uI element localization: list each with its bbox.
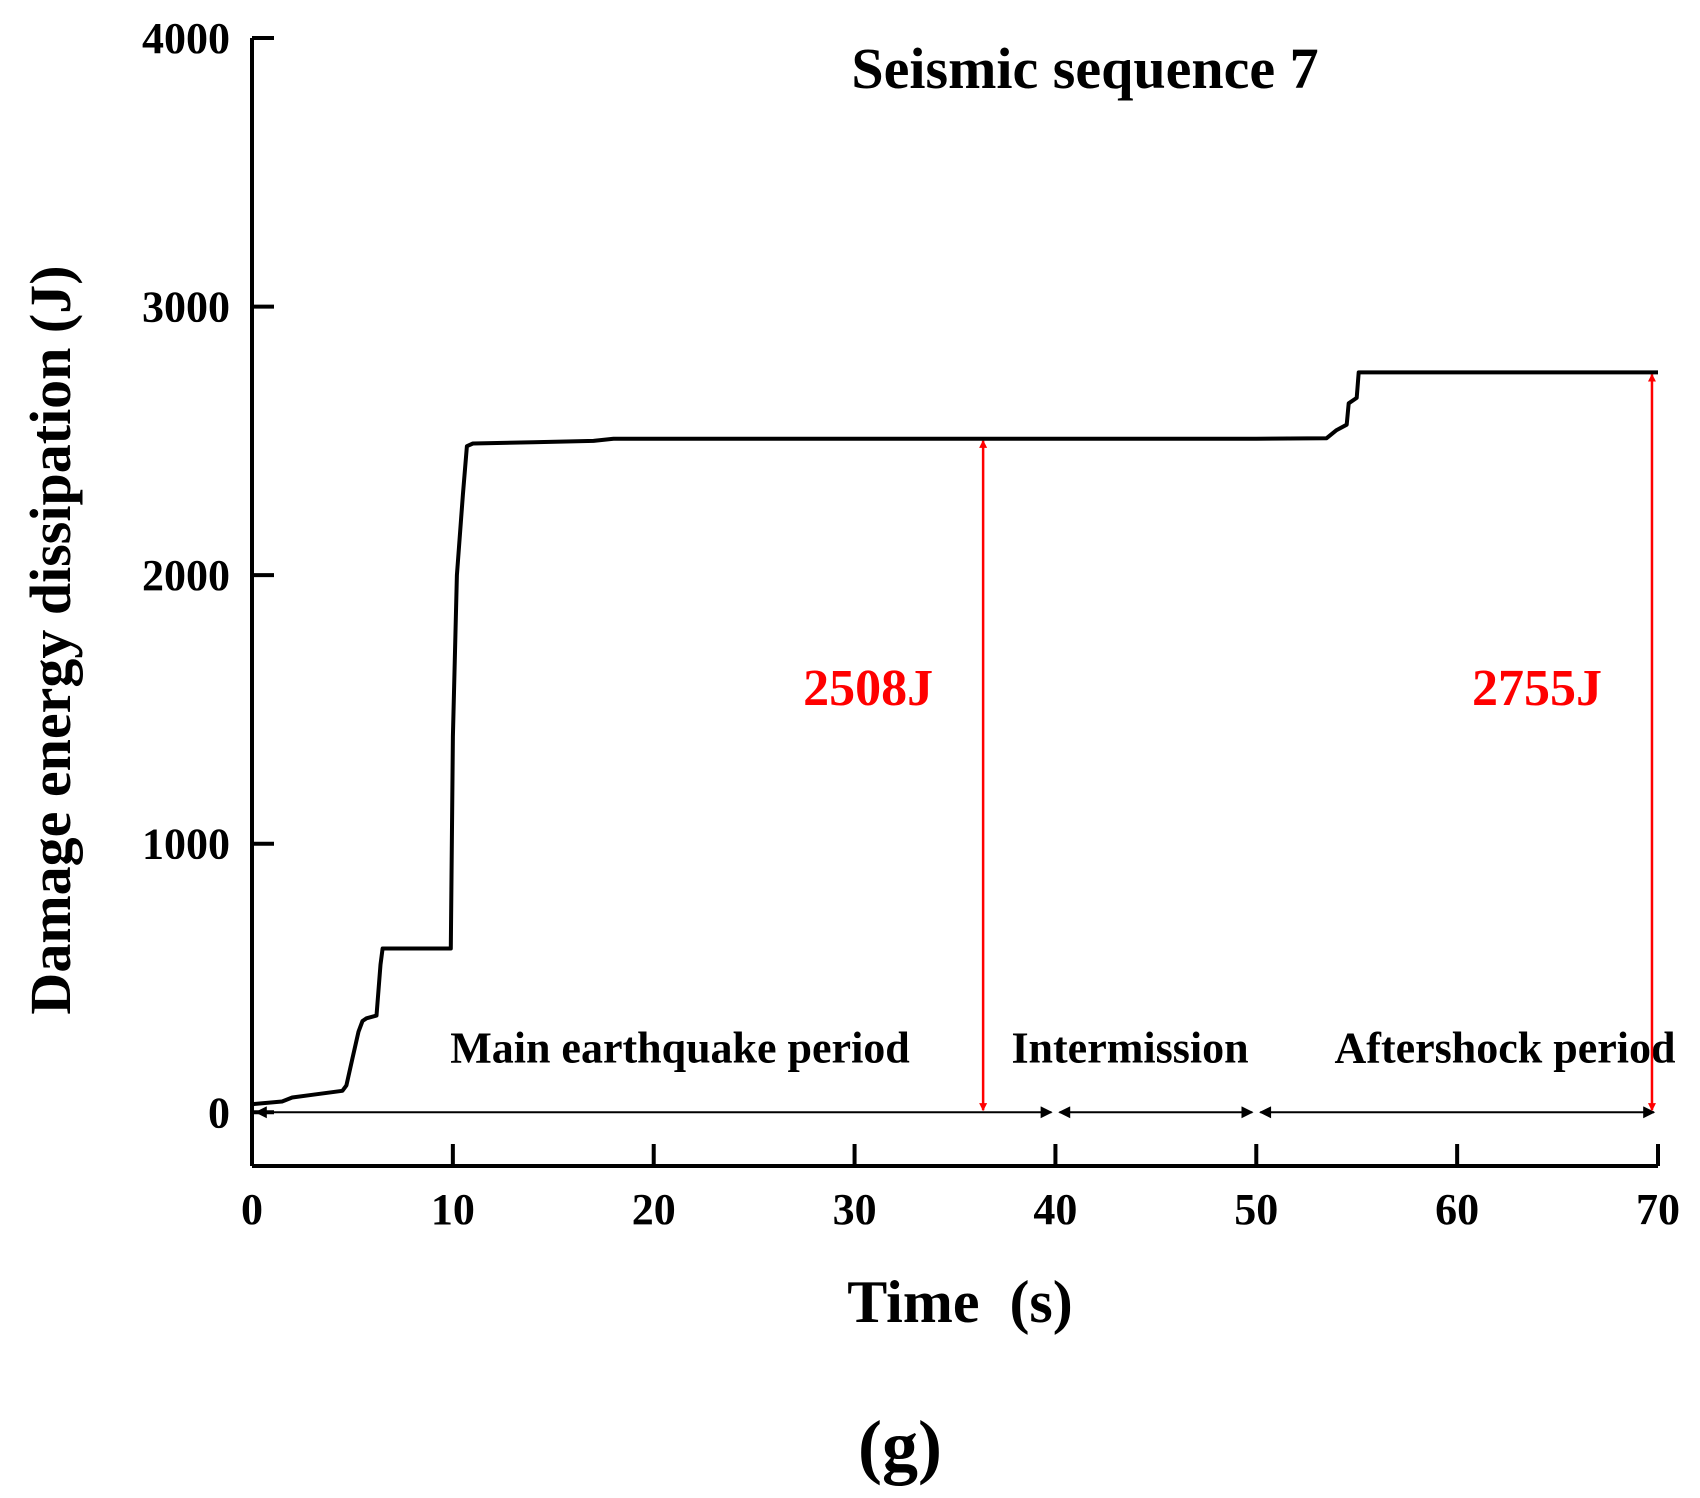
panel-label: (g) <box>858 1406 942 1486</box>
y-tick-label: 1000 <box>142 820 230 869</box>
annotations: 2508J 2755J <box>803 373 1656 1112</box>
period-markers: Main earthquake period Intermission Afters… <box>254 1023 1676 1119</box>
value-label: 2755J <box>1472 660 1602 717</box>
y-tick-label: 2000 <box>142 551 230 600</box>
x-tick-label: 20 <box>632 1185 676 1234</box>
x-tick-label: 30 <box>833 1185 877 1234</box>
x-tick-label: 40 <box>1033 1185 1077 1234</box>
x-tick-label: 70 <box>1636 1185 1680 1234</box>
chart-title: Seismic sequence 7 <box>851 36 1318 101</box>
period-label: Intermission <box>1011 1023 1248 1072</box>
x-axis-label: Time (s) <box>847 1269 1073 1335</box>
y-tick-label: 0 <box>208 1088 230 1137</box>
series-line <box>251 370 1658 1107</box>
period-label: Main earthquake period <box>450 1023 910 1072</box>
x-tick-label: 10 <box>431 1185 475 1234</box>
y-tick-label: 4000 <box>142 14 230 63</box>
value-label: 2508J <box>803 660 933 717</box>
x-tick-label: 60 <box>1435 1185 1479 1234</box>
y-axis-label: Damage energy dissipation (J) <box>18 265 83 1014</box>
period-label: Aftershock period <box>1335 1023 1676 1072</box>
x-tick-label: 50 <box>1234 1185 1278 1234</box>
axes: 0 1000 2000 3000 4000 0 10 20 30 40 50 60 70 <box>142 14 1680 1234</box>
x-tick-label: 0 <box>241 1185 263 1234</box>
y-tick-label: 3000 <box>142 283 230 332</box>
series-group <box>251 370 1658 1107</box>
